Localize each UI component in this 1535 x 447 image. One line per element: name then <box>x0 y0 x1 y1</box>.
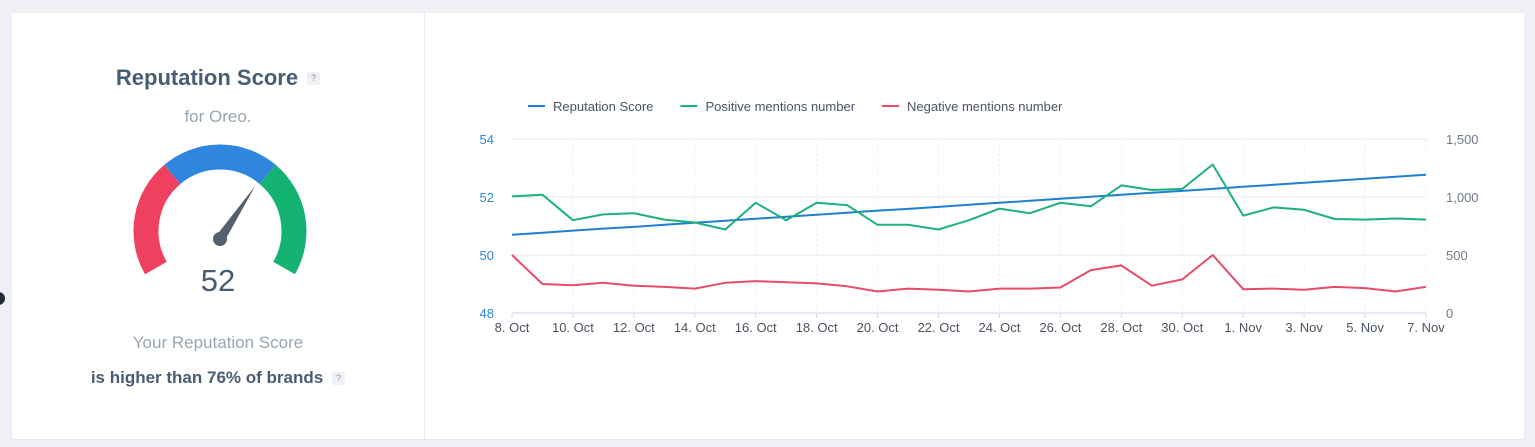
y-right-tick-label: 500 <box>1446 248 1468 263</box>
reputation-line-chart: 48 50 52 54 0 500 1,000 1,500 8. Oct 10. Oct 12. O… <box>480 99 1479 335</box>
series-line <box>511 173 1427 236</box>
help-icon[interactable]: ? <box>307 71 321 85</box>
y-left-tick-label: 52 <box>480 190 494 205</box>
gauge-arc-low <box>133 164 181 275</box>
x-tick-label: 5. Nov <box>1346 320 1384 335</box>
series-line <box>511 163 1427 231</box>
your-score-label: Your Reputation Score <box>132 333 304 352</box>
brand-subtitle: for Oreo. <box>184 107 252 126</box>
legend-item-label: Negative mentions number <box>907 99 1063 114</box>
y-left-tick-label: 54 <box>480 132 494 147</box>
y-right-tick-label: 0 <box>1446 306 1453 321</box>
gauge-needle <box>213 185 256 246</box>
x-tick-label: 7. Nov <box>1407 320 1445 335</box>
reputation-score-title: Reputation Score <box>115 65 299 90</box>
x-tick-label: 30. Oct <box>1161 320 1203 335</box>
reputation-card: Reputation Score ? for Oreo. 52 Your Rep… <box>12 13 1524 439</box>
y-right-tick-label: 1,000 <box>1446 190 1479 205</box>
x-tick-label: 8. Oct <box>495 320 530 335</box>
x-tick-label: 3. Nov <box>1285 320 1323 335</box>
series-line <box>511 254 1427 293</box>
y-left-tick-label: 48 <box>480 306 494 321</box>
help-icon[interactable]: ? <box>332 371 346 385</box>
x-tick-label: 26. Oct <box>1039 320 1081 335</box>
score-summary-panel: Reputation Score ? for Oreo. 52 Your Rep… <box>12 13 425 439</box>
y-right-tick-label: 1,500 <box>1446 132 1479 147</box>
gauge-arc-mid <box>164 144 276 185</box>
x-tick-label: 20. Oct <box>857 320 899 335</box>
x-tick-label: 1. Nov <box>1224 320 1262 335</box>
comparison-text: is higher than 76% of brands <box>90 368 324 387</box>
x-tick-label: 14. Oct <box>674 320 716 335</box>
legend-item-label: Positive mentions number <box>705 99 855 114</box>
x-tick-label: 22. Oct <box>918 320 960 335</box>
y-left-tick-label: 50 <box>480 248 494 263</box>
x-tick-label: 12. Oct <box>613 320 655 335</box>
x-tick-label: 24. Oct <box>979 320 1021 335</box>
legend-item-label: Reputation Score <box>553 99 653 114</box>
gauge <box>133 144 307 275</box>
x-tick-label: 28. Oct <box>1100 320 1142 335</box>
score-value: 52 <box>200 263 236 298</box>
x-tick-label: 16. Oct <box>735 320 777 335</box>
gauge-arc-high <box>259 164 307 275</box>
scroll-dot[interactable] <box>0 292 5 305</box>
x-tick-label: 10. Oct <box>552 320 594 335</box>
title-row: Reputation Score ? <box>12 65 424 91</box>
x-tick-label: 18. Oct <box>796 320 838 335</box>
comparison-row: is higher than 76% of brands ? <box>12 368 424 388</box>
